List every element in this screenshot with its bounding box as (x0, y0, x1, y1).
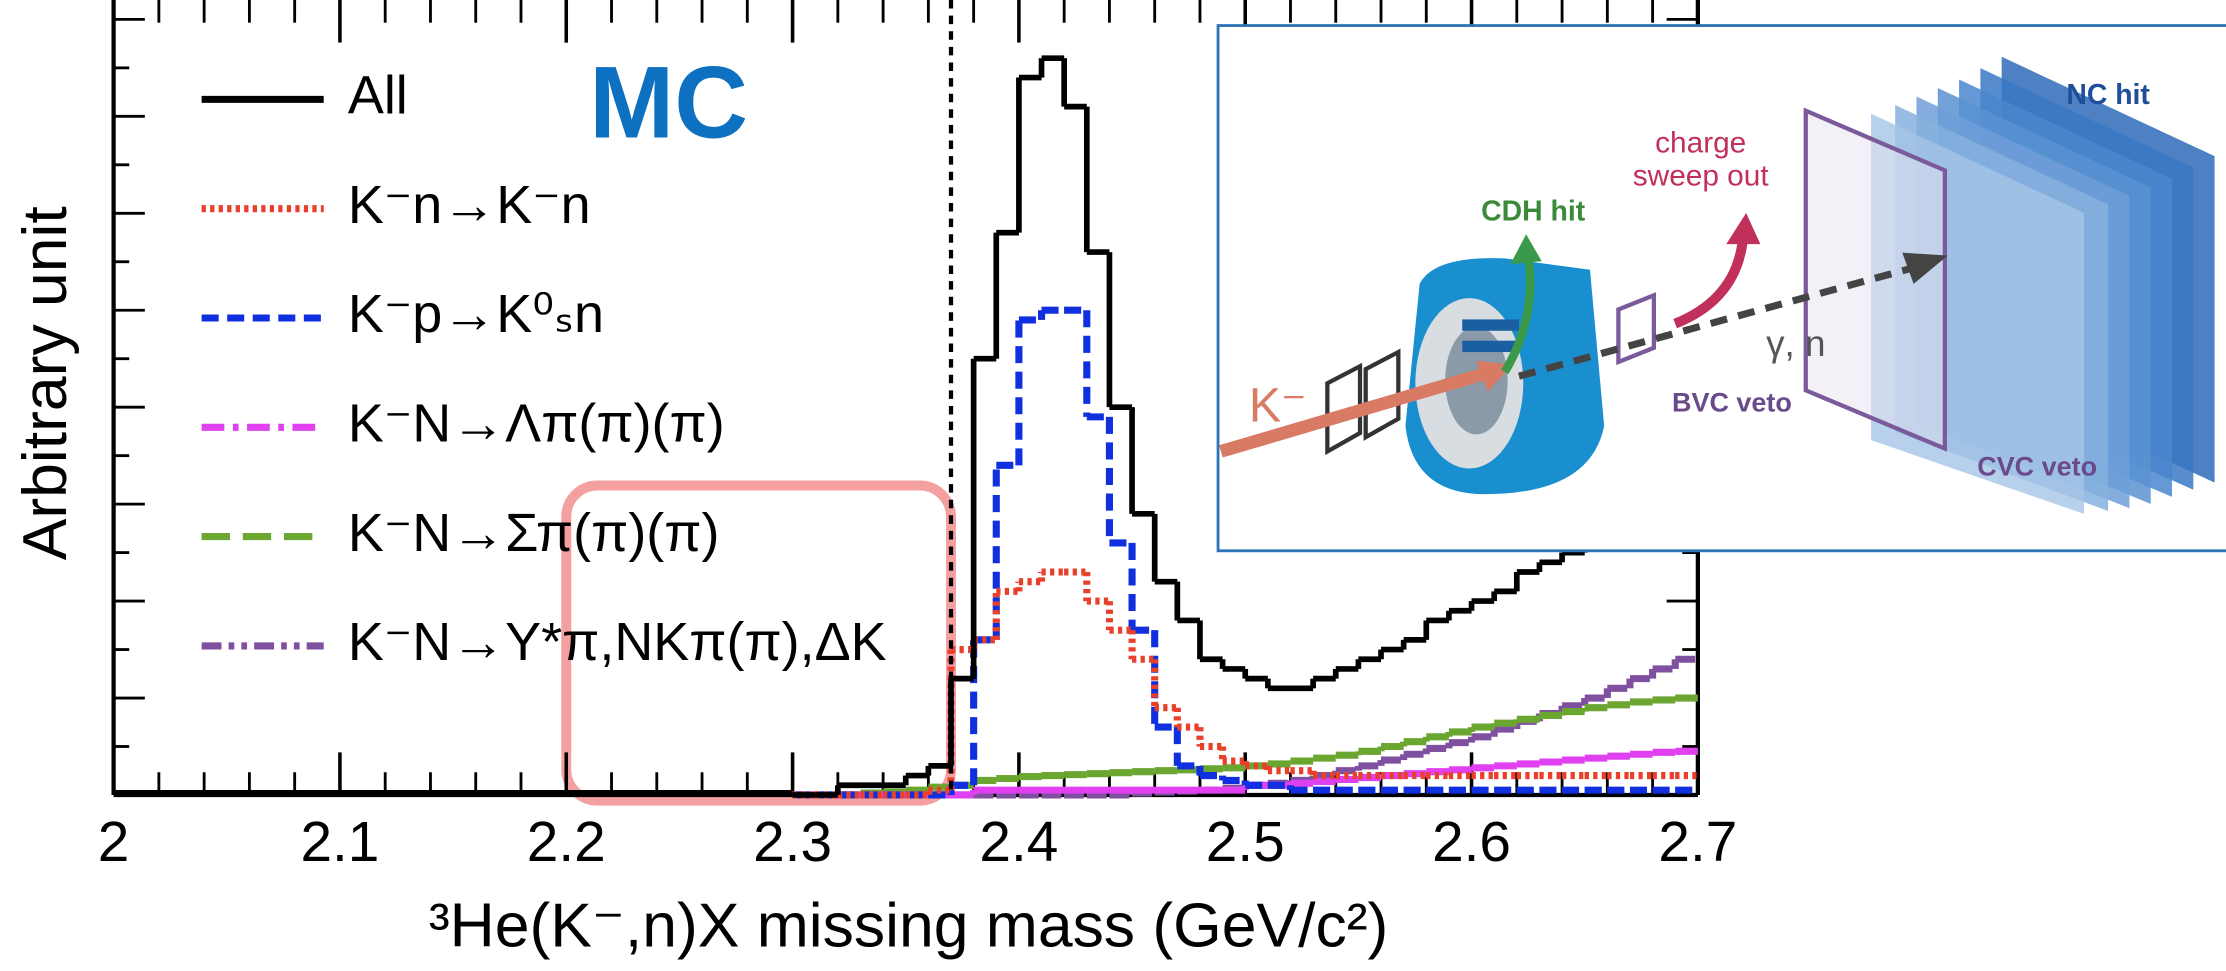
legend-label: K⁻N→Y*π,NKπ(π),ΔK (348, 612, 887, 672)
neutral-label: γ, n (1766, 323, 1825, 364)
chart: 2 2.1 2.2 2.3 2.4 2.5 2.6 2.7 Arbitrary unit ³H… (0, 0, 2226, 971)
sweep-label: charge (1655, 127, 1746, 160)
x-tick-label: 2.4 (979, 811, 1058, 874)
legend-label: K⁻n→K⁻n (348, 175, 591, 235)
legend-label: K⁻p→K⁰ₛn (348, 284, 604, 344)
legend: All K⁻n→K⁻n K⁻p→K⁰ₛn K⁻N→Λπ(π)(π) K⁻N→Σπ(π)(… (202, 66, 887, 673)
detector-inset: NC hit charge sweep out CDH hit K⁻ γ, n … (1218, 26, 2226, 551)
legend-label: K⁻N→Λπ(π)(π) (348, 394, 725, 454)
legend-label: All (348, 66, 408, 126)
page: {"chart_data": { "type": "histogram", "x… (0, 0, 2226, 971)
x-tick-label: 2.5 (1206, 811, 1285, 874)
cdc-detector (1405, 258, 1604, 494)
x-tick-label: 2.6 (1432, 811, 1511, 874)
nc-label: NC hit (2066, 79, 2150, 111)
legend-label: K⁻N→Σπ(π)(π) (348, 503, 720, 563)
x-tick-label: 2.2 (527, 811, 606, 874)
mc-annotation: MC (589, 45, 748, 160)
x-axis-label: ³He(K⁻,n)X missing mass (GeV/c²) (429, 890, 1389, 960)
y-axis-label: Arbitrary unit (10, 206, 80, 560)
cvc-label: CVC veto (1977, 452, 2097, 482)
cdh-label: CDH hit (1481, 195, 1586, 227)
x-tick-label: 2 (98, 811, 130, 874)
sweep-label: sweep out (1633, 159, 1770, 192)
bvc-label: BVC veto (1672, 388, 1792, 418)
x-tick-label: 2.7 (1658, 811, 1737, 874)
beam-label: K⁻ (1249, 379, 1307, 433)
x-tick-label: 2.3 (753, 811, 832, 874)
x-tick-label: 2.1 (300, 811, 379, 874)
